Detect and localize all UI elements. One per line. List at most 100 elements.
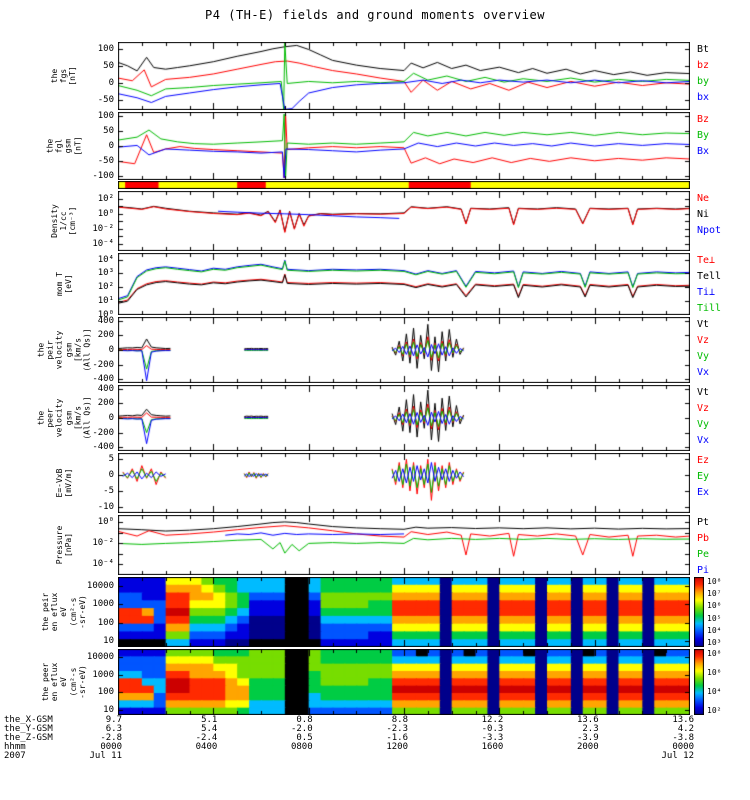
legend-label-Pe: Pe bbox=[697, 549, 710, 560]
colorbar-peir-spectrogram bbox=[694, 577, 704, 647]
xgsm-value: 5.1 bbox=[201, 715, 218, 725]
legend-label-Vz: Vz bbox=[697, 335, 710, 346]
time-tick-label: 0400 bbox=[195, 742, 218, 752]
colorbar-tick-label: 10⁵ bbox=[707, 613, 722, 623]
zgsm-value: -3.9 bbox=[576, 733, 599, 743]
legend-label-Pi: Pi bbox=[697, 565, 710, 576]
colorbar-tick-label: 10² bbox=[707, 706, 722, 715]
y-tick-label: 100 bbox=[97, 617, 114, 628]
hhmm-label: hhmm bbox=[4, 742, 26, 752]
xgsm-value: 8.8 bbox=[391, 715, 408, 725]
time-tick-label: 0000 bbox=[100, 742, 122, 752]
legend-label-Till: Till bbox=[697, 303, 722, 314]
year-label: 2007 bbox=[4, 751, 26, 761]
colorbar-tick-label: 10⁶ bbox=[707, 601, 722, 611]
y-tick-label: -10 bbox=[97, 501, 114, 512]
legend-label-Vt: Vt bbox=[697, 319, 710, 330]
y-tick-label: -50 bbox=[97, 94, 114, 105]
colorbar-tick-label: 10⁸ bbox=[707, 577, 722, 586]
ygsm-value: 6.3 bbox=[105, 724, 122, 734]
xgsm-value: 13.6 bbox=[576, 715, 599, 725]
y-tick-label: 0 bbox=[108, 413, 114, 423]
zgsm-value: -3.3 bbox=[481, 733, 504, 743]
legend-label-Ey: Ey bbox=[697, 471, 710, 482]
ygsm-value: -2.0 bbox=[290, 724, 313, 734]
y-tick-label: 10⁻² bbox=[92, 538, 114, 549]
panel-fgl bbox=[118, 112, 690, 180]
y-tick-label: 50 bbox=[103, 60, 114, 71]
date-label: Jul 12 bbox=[661, 751, 694, 761]
legend-label-Bx: Bx bbox=[697, 146, 710, 157]
time-tick-label: 1200 bbox=[386, 742, 408, 752]
colorbar-tick-label: 10⁸ bbox=[707, 649, 722, 658]
colorbar-tick-label: 10⁶ bbox=[707, 668, 722, 677]
xgsm-value: 9.7 bbox=[105, 715, 122, 725]
y-tick-label: -100 bbox=[92, 170, 114, 181]
time-tick-label: 1600 bbox=[481, 742, 504, 752]
y-tick-label: 50 bbox=[103, 126, 114, 137]
y-tick-label: 100 bbox=[97, 111, 114, 122]
colorbar-tick-label: 10⁴ bbox=[707, 687, 722, 696]
ygsm-value: -0.3 bbox=[481, 724, 504, 734]
y-tick-label: 10⁰ bbox=[97, 517, 114, 528]
date-label: Jul 11 bbox=[89, 751, 122, 761]
y-tick-label: 10 bbox=[103, 704, 114, 715]
y-tick-label: 10⁻² bbox=[92, 223, 114, 234]
y-tick-label: -400 bbox=[92, 442, 114, 453]
y-tick-label: -200 bbox=[92, 427, 114, 438]
zgsm-value: -3.8 bbox=[672, 733, 694, 743]
legend-label-Ni: Ni bbox=[697, 209, 710, 220]
legend-label-Vx: Vx bbox=[697, 435, 710, 446]
y-tick-label: -200 bbox=[92, 359, 114, 370]
y-tick-label: 200 bbox=[97, 398, 114, 409]
ygsm-row-label: the_Y-GSM bbox=[4, 724, 53, 734]
time-tick-label: 0000 bbox=[672, 742, 694, 752]
plot-title: P4 (TH-E) fields and ground moments over… bbox=[205, 8, 545, 22]
colorbar-peer-spectrogram bbox=[694, 649, 704, 715]
y-tick-label: 10¹ bbox=[97, 296, 114, 307]
y-tick-label: 0 bbox=[108, 77, 114, 88]
legend-label-Npot: Npot bbox=[697, 225, 722, 236]
y-tick-label: 10³ bbox=[97, 268, 114, 279]
panel-peer-spectrogram bbox=[118, 649, 690, 715]
legend-label-Vy: Vy bbox=[697, 351, 710, 362]
y-tick-label: 10⁴ bbox=[97, 254, 114, 265]
legend-label-Tell: Tell bbox=[697, 271, 722, 282]
legend-label-bx: bx bbox=[697, 92, 710, 103]
panel-temperature bbox=[118, 253, 690, 315]
y-tick-label: 0 bbox=[108, 345, 114, 355]
ygsm-value: 5.4 bbox=[201, 724, 218, 734]
y-tick-label: 0 bbox=[108, 470, 114, 481]
zgsm-value: 0.5 bbox=[296, 733, 313, 743]
panel-pressure bbox=[118, 515, 690, 575]
y-tick-label: 100 bbox=[97, 687, 114, 698]
ygsm-value: -2.3 bbox=[386, 724, 408, 734]
y-tick-label: 10⁰ bbox=[97, 208, 114, 219]
y-tick-label: -50 bbox=[97, 155, 114, 166]
y-tick-label: 0 bbox=[108, 141, 114, 151]
y-tick-label: 10⁻⁴ bbox=[92, 238, 114, 249]
time-tick-label: 0800 bbox=[290, 742, 313, 752]
legend-label-Ne: Ne bbox=[697, 193, 710, 204]
y-tick-label: 1000 bbox=[92, 669, 114, 680]
xgsm-value: 13.6 bbox=[672, 715, 694, 725]
legend-label-bz: bz bbox=[697, 60, 710, 71]
xgsm-value: 0.8 bbox=[296, 715, 313, 725]
y-tick-label: 10000 bbox=[86, 580, 114, 591]
legend-label-Ti⊥: Ti⊥ bbox=[697, 287, 716, 298]
zgsm-value: -1.6 bbox=[386, 733, 408, 743]
colorbar-tick-label: 10⁴ bbox=[707, 625, 722, 635]
colorbar-tick-label: 10³ bbox=[707, 638, 722, 647]
legend-label-By: By bbox=[697, 130, 710, 141]
zgsm-value: -2.4 bbox=[195, 733, 218, 743]
zgsm-row-label: the_Z-GSM bbox=[4, 733, 53, 743]
legend-label-Vx: Vx bbox=[697, 367, 710, 378]
zgsm-value: -2.8 bbox=[100, 733, 122, 743]
y-tick-label: 10⁻⁴ bbox=[92, 559, 114, 570]
y-tick-label: 5 bbox=[108, 454, 114, 465]
legend-label-Bz: Bz bbox=[697, 114, 710, 125]
panel-efield bbox=[118, 453, 690, 513]
panel-peir-spectrogram bbox=[118, 577, 690, 647]
